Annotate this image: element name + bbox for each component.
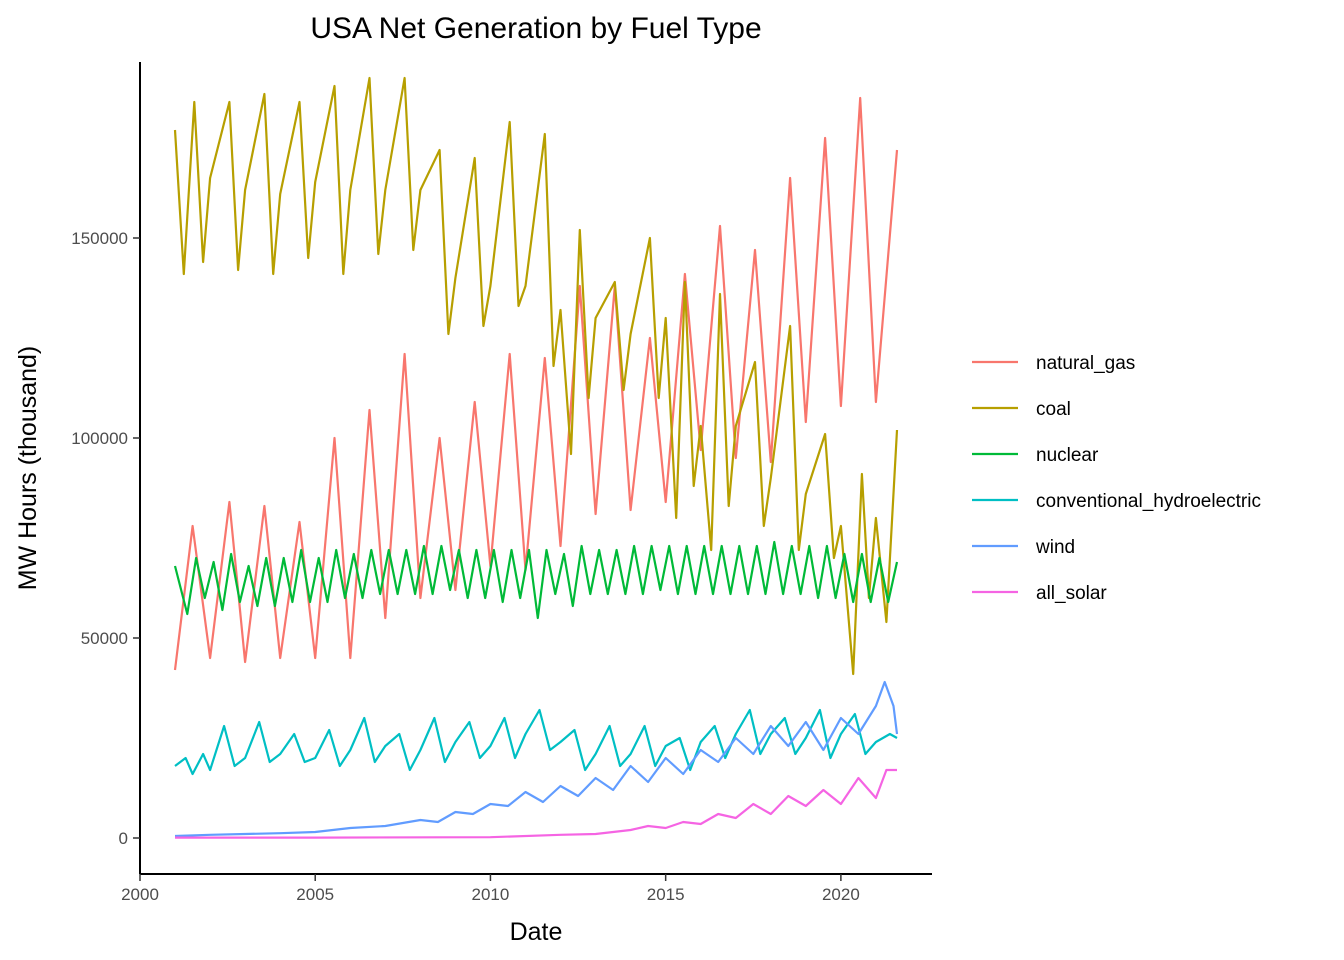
series-line-natural_gas <box>173 96 899 671</box>
y-axis-ticks: 0 50000 100000 150000 <box>71 229 140 848</box>
series-line-all_solar <box>175 768 897 839</box>
y-tick-label: 50000 <box>81 629 128 648</box>
y-axis-title: MW Hours (thousand) <box>14 346 42 591</box>
series-line-nuclear <box>173 540 899 620</box>
series-line-coal <box>173 76 899 676</box>
plot-area <box>173 76 899 839</box>
y-tick-label: 150000 <box>71 229 128 248</box>
legend-label-nuclear: nuclear <box>1036 445 1099 466</box>
legend-label-all_solar: all_solar <box>1036 583 1107 604</box>
x-tick-label: 2010 <box>472 885 510 904</box>
legend-label-natural_gas: natural_gas <box>1036 353 1135 374</box>
legend-label-coal: coal <box>1036 399 1071 420</box>
x-axis-ticks: 2000 2005 2010 2015 2020 <box>121 874 860 904</box>
y-tick-label: 100000 <box>71 429 128 448</box>
x-axis-title: Date <box>510 918 563 946</box>
y-tick-label: 0 <box>119 829 128 848</box>
x-tick-label: 2000 <box>121 885 159 904</box>
legend-label-conventional_hydroelectric: conventional_hydroelectric <box>1036 491 1261 512</box>
series-line-conventional_hydroelectric <box>174 708 898 776</box>
legend-label-wind: wind <box>1035 537 1075 558</box>
chart-title: USA Net Generation by Fuel Type <box>310 12 761 45</box>
x-tick-label: 2015 <box>647 885 685 904</box>
x-tick-label: 2020 <box>822 885 860 904</box>
x-tick-label: 2005 <box>296 885 334 904</box>
series-line-wind <box>174 680 899 838</box>
